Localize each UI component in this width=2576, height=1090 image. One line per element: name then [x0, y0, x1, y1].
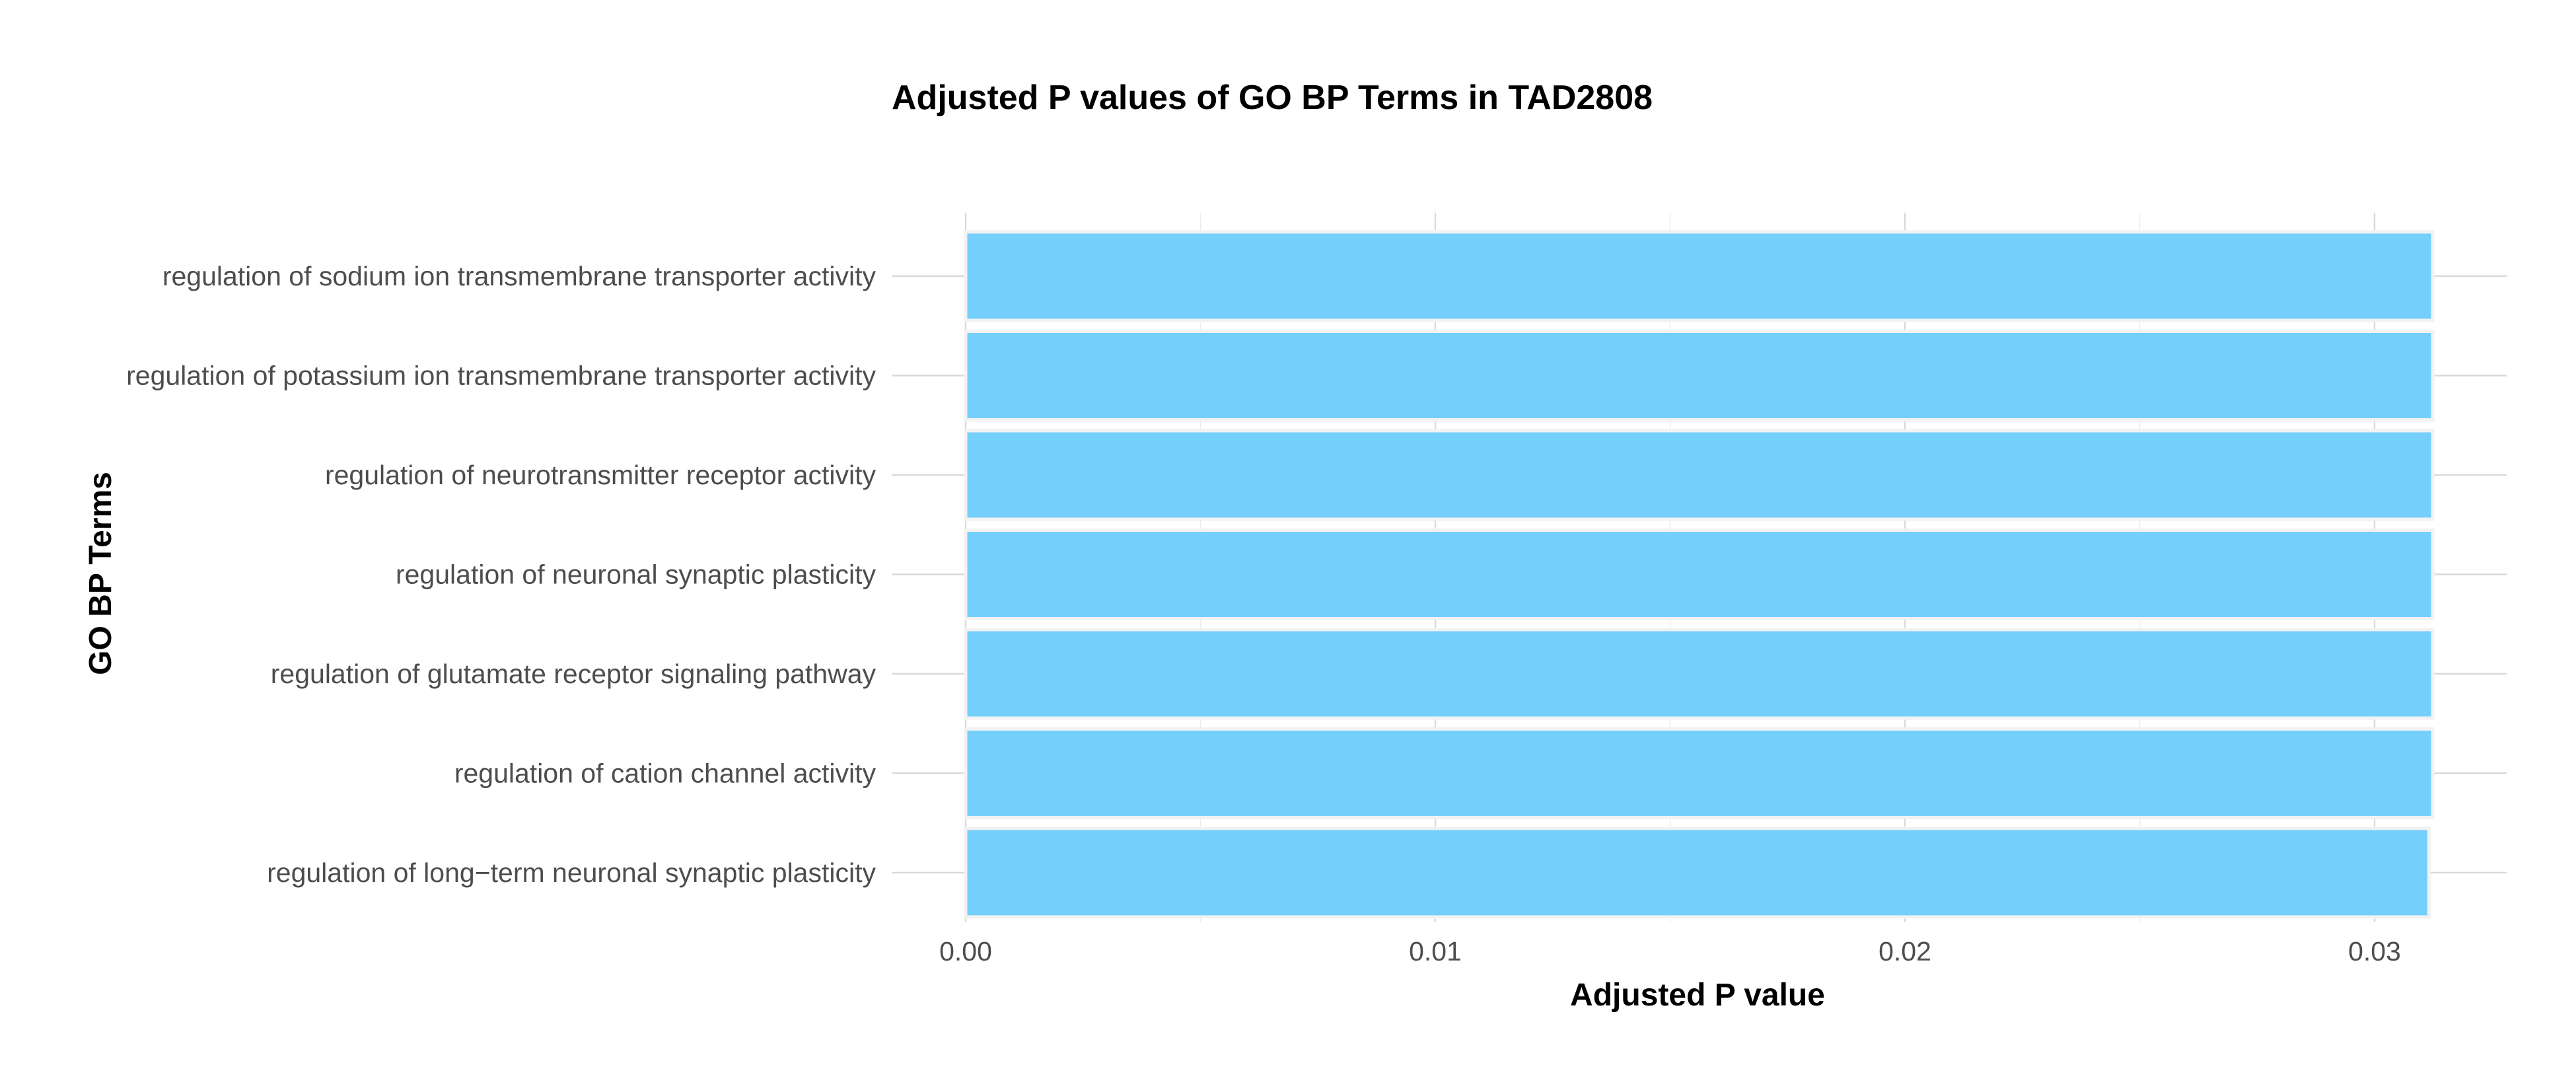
x-axis-title: Adjusted P value [1570, 978, 1825, 1013]
bar [964, 429, 2435, 521]
category-label: regulation of glutamate receptor signali… [271, 659, 877, 689]
category-labels: regulation of sodium ion transmembrane t… [126, 261, 876, 888]
category-label: regulation of cation channel activity [454, 758, 877, 789]
x-tick-labels: 0.00 0.01 0.02 0.03 [939, 936, 2401, 966]
chart-title: Adjusted P values of GO BP Terms in TAD2… [892, 79, 1653, 117]
category-label: regulation of neurotransmitter receptor … [325, 460, 877, 490]
category-label: regulation of sodium ion transmembrane t… [162, 261, 877, 291]
bar [964, 330, 2435, 421]
bar [964, 230, 2435, 322]
x-tick-label: 0.00 [939, 936, 992, 966]
category-label: regulation of neuronal synaptic plastici… [396, 560, 877, 590]
x-tick-label: 0.01 [1409, 936, 1462, 966]
y-axis-title: GO BP Terms [83, 472, 118, 675]
x-tick-label: 0.03 [2348, 936, 2401, 966]
category-label: regulation of long−term neuronal synapti… [267, 857, 876, 888]
bar [964, 826, 2431, 919]
bars [964, 230, 2435, 919]
category-label: regulation of potassium ion transmembran… [126, 361, 876, 391]
bar [964, 628, 2435, 720]
bar [964, 528, 2435, 620]
x-tick-label: 0.02 [1878, 936, 1931, 966]
bar [964, 727, 2435, 819]
